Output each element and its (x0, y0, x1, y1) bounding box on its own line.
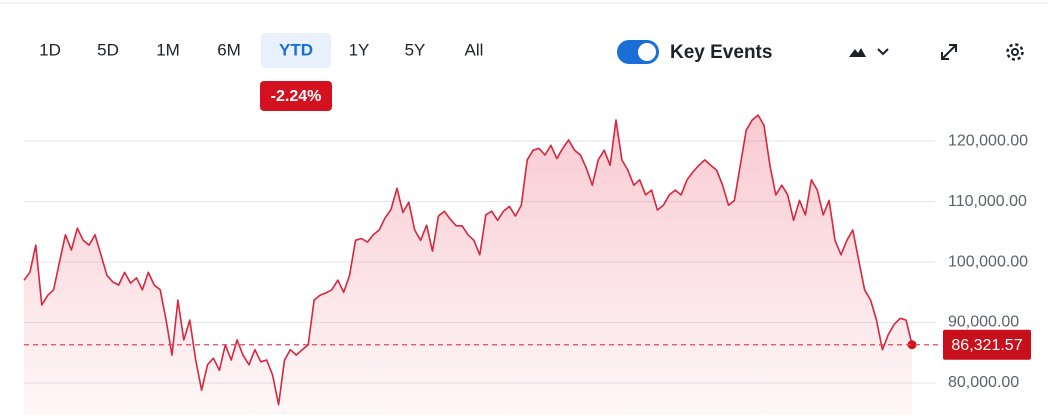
y-tick-label: 120,000.00 (948, 132, 1028, 149)
area-fill (24, 115, 912, 415)
y-tick-label: 90,000.00 (948, 314, 1019, 331)
range-button[interactable]: 5D (97, 40, 119, 59)
range-button[interactable]: 1Y (349, 40, 370, 59)
toolbar: 1D 5D 1M 6M YTD 1Y 5Y All -2.24% Key Events (39, 33, 772, 111)
range-button[interactable]: YTD (279, 40, 313, 59)
key-events-label: Key Events (670, 42, 772, 63)
y-tick-label: 80,000.00 (948, 374, 1019, 391)
change-text: -2.24% (271, 88, 322, 105)
range-button[interactable]: All (465, 40, 484, 59)
y-tick-label: 100,000.00 (948, 253, 1028, 270)
range-button[interactable]: 6M (217, 40, 241, 59)
chart-type-button[interactable] (849, 48, 889, 57)
change-badge (260, 81, 332, 111)
range-selected-bg (261, 33, 331, 68)
fullscreen-button[interactable] (941, 44, 957, 60)
y-tick-label: 110,000.00 (948, 193, 1027, 210)
toggle-knob (638, 43, 656, 61)
range-button[interactable]: 1M (156, 40, 180, 59)
price-line (23, 114, 913, 406)
range-button[interactable]: 5Y (405, 40, 426, 59)
plot: 80,000.00 90,000.00 100,000.00 110,000.00 12… (23, 114, 1031, 415)
last-point (907, 340, 917, 350)
range-button[interactable]: 1D (39, 40, 61, 59)
price-tag (943, 329, 1031, 360)
settings-button[interactable] (1006, 43, 1024, 61)
price-tag-label: 86,321.57 (951, 337, 1022, 354)
